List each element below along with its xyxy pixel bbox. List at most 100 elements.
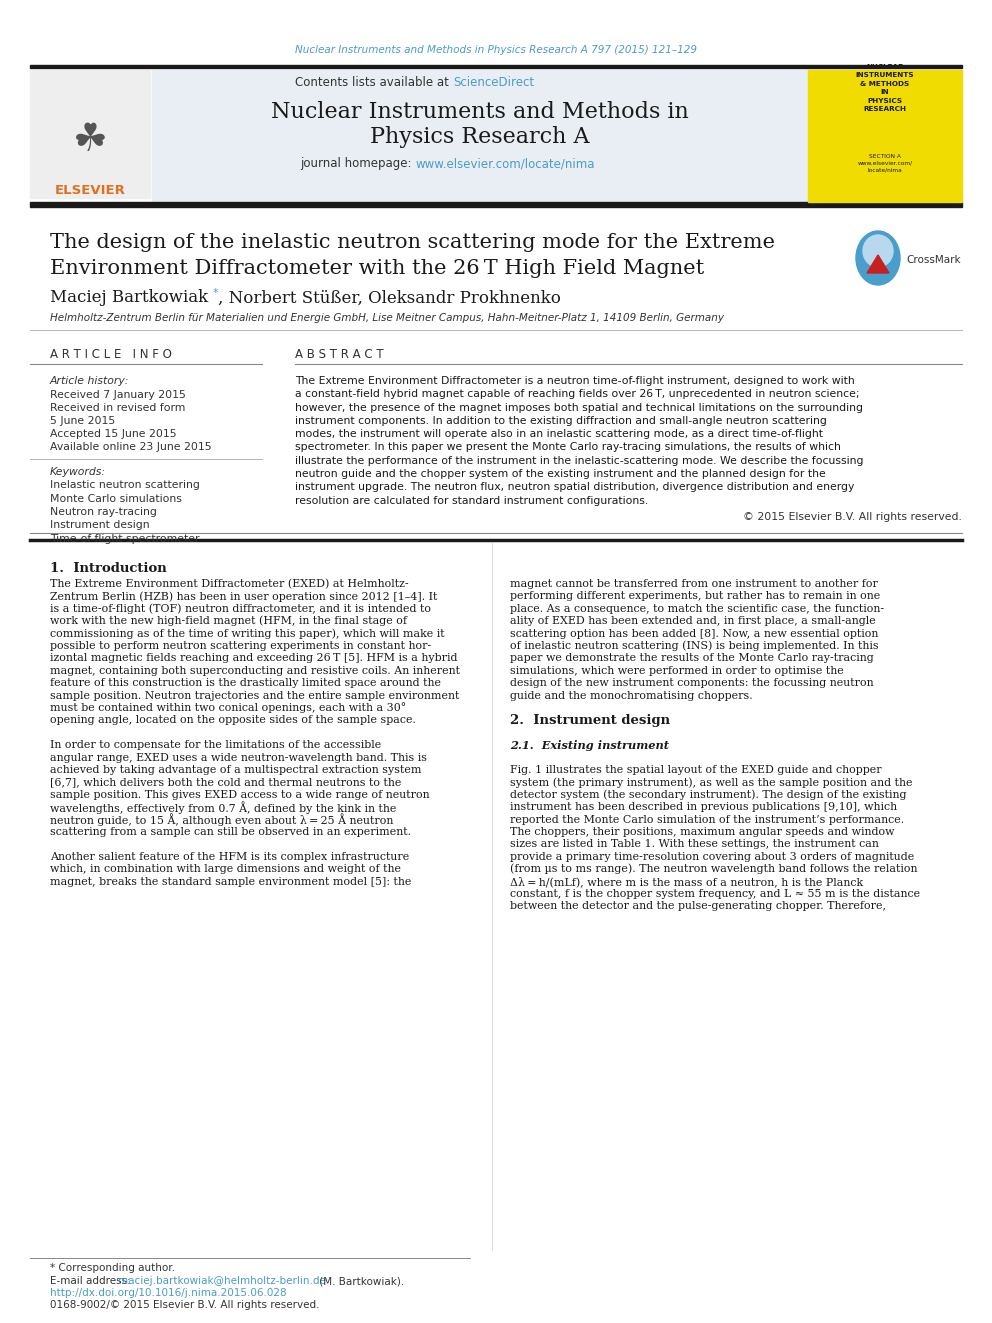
Text: achieved by taking advantage of a multispectral extraction system: achieved by taking advantage of a multis… (50, 765, 422, 775)
Text: http://dx.doi.org/10.1016/j.nima.2015.06.028: http://dx.doi.org/10.1016/j.nima.2015.06… (50, 1289, 287, 1298)
Text: however, the presence of the magnet imposes both spatial and technical limitatio: however, the presence of the magnet impo… (295, 402, 863, 413)
Text: illustrate the performance of the instrument in the inelastic-scattering mode. W: illustrate the performance of the instru… (295, 456, 863, 466)
Text: modes, the instrument will operate also in an inelastic scattering mode, as a di: modes, the instrument will operate also … (295, 429, 823, 439)
Ellipse shape (856, 232, 900, 284)
Text: 2.1.  Existing instrument: 2.1. Existing instrument (510, 740, 669, 750)
Text: constant, f is the chopper system frequency, and L ≈ 55 m is the distance: constant, f is the chopper system freque… (510, 889, 921, 900)
Text: Instrument design: Instrument design (50, 520, 150, 531)
Text: scattering option has been added [8]. Now, a new essential option: scattering option has been added [8]. No… (510, 628, 878, 639)
Text: which, in combination with large dimensions and weight of the: which, in combination with large dimensi… (50, 864, 401, 875)
Text: izontal magnetic fields reaching and exceeding 26 T [5]. HFM is a hybrid: izontal magnetic fields reaching and exc… (50, 654, 457, 663)
Text: Fig. 1 illustrates the spatial layout of the EXED guide and chopper: Fig. 1 illustrates the spatial layout of… (510, 765, 882, 775)
Text: Monte Carlo simulations: Monte Carlo simulations (50, 493, 182, 504)
Text: resolution are calculated for standard instrument configurations.: resolution are calculated for standard i… (295, 496, 648, 505)
Text: magnet, breaks the standard sample environment model [5]: the: magnet, breaks the standard sample envir… (50, 877, 412, 886)
Text: paper we demonstrate the results of the Monte Carlo ray-tracing: paper we demonstrate the results of the … (510, 654, 874, 663)
Text: sizes are listed in Table 1. With these settings, the instrument can: sizes are listed in Table 1. With these … (510, 839, 879, 849)
Text: feature of this construction is the drastically limited space around the: feature of this construction is the dras… (50, 679, 441, 688)
Text: , Norbert Stüßer, Oleksandr Prokhnenko: , Norbert Stüßer, Oleksandr Prokhnenko (218, 290, 560, 307)
Text: sample position. This gives EXED access to a wide range of neutron: sample position. This gives EXED access … (50, 790, 430, 800)
Text: journal homepage:: journal homepage: (300, 157, 415, 171)
Text: NUCLEAR
INSTRUMENTS
& METHODS
IN
PHYSICS
RESEARCH: NUCLEAR INSTRUMENTS & METHODS IN PHYSICS… (856, 64, 915, 112)
Text: wavelengths, effectively from 0.7 Å, defined by the kink in the: wavelengths, effectively from 0.7 Å, def… (50, 800, 397, 814)
Text: A R T I C L E   I N F O: A R T I C L E I N F O (50, 348, 172, 360)
Text: (M. Bartkowiak).: (M. Bartkowiak). (316, 1275, 405, 1286)
Text: magnet, containing both superconducting and resistive coils. An inherent: magnet, containing both superconducting … (50, 665, 460, 676)
Text: possible to perform neutron scattering experiments in constant hor-: possible to perform neutron scattering e… (50, 642, 432, 651)
Text: * Corresponding author.: * Corresponding author. (50, 1263, 175, 1273)
Text: Physics Research A: Physics Research A (370, 126, 590, 148)
Ellipse shape (863, 235, 893, 267)
Text: opening angle, located on the opposite sides of the sample space.: opening angle, located on the opposite s… (50, 716, 416, 725)
Text: ScienceDirect: ScienceDirect (453, 75, 534, 89)
Text: A B S T R A C T: A B S T R A C T (295, 348, 384, 360)
Text: Contents lists available at: Contents lists available at (296, 75, 453, 89)
Text: [6,7], which delivers both the cold and thermal neutrons to the: [6,7], which delivers both the cold and … (50, 778, 402, 787)
Text: Nuclear Instruments and Methods in Physics Research A 797 (2015) 121–129: Nuclear Instruments and Methods in Physi… (295, 45, 697, 56)
Text: CrossMark: CrossMark (906, 255, 960, 265)
Text: www.elsevier.com/locate/nima: www.elsevier.com/locate/nima (415, 157, 594, 171)
Text: sample position. Neutron trajectories and the entire sample environment: sample position. Neutron trajectories an… (50, 691, 459, 701)
Text: instrument has been described in previous publications [9,10], which: instrument has been described in previou… (510, 802, 897, 812)
Text: Nuclear Instruments and Methods in: Nuclear Instruments and Methods in (271, 101, 688, 123)
Text: Zentrum Berlin (HZB) has been in user operation since 2012 [1–4]. It: Zentrum Berlin (HZB) has been in user op… (50, 591, 437, 602)
Text: Accepted 15 June 2015: Accepted 15 June 2015 (50, 429, 177, 439)
Text: neutron guide and the chopper system of the existing instrument and the planned : neutron guide and the chopper system of … (295, 470, 825, 479)
Text: The Extreme Environment Diffractometer (EXED) at Helmholtz-: The Extreme Environment Diffractometer (… (50, 579, 409, 589)
Text: performing different experiments, but rather has to remain in one: performing different experiments, but ra… (510, 591, 880, 602)
Text: place. As a consequence, to match the scientific case, the function-: place. As a consequence, to match the sc… (510, 603, 884, 614)
Text: E-mail address:: E-mail address: (50, 1275, 134, 1286)
Bar (30, 65, 962, 67)
Polygon shape (867, 255, 889, 273)
Text: In order to compensate for the limitations of the accessible: In order to compensate for the limitatio… (50, 740, 381, 750)
Text: The design of the inelastic neutron scattering mode for the Extreme: The design of the inelastic neutron scat… (50, 233, 775, 251)
Text: Environment Diffractometer with the 26 T High Field Magnet: Environment Diffractometer with the 26 T… (50, 258, 704, 278)
Bar (30, 202, 962, 206)
Text: Received 7 January 2015: Received 7 January 2015 (50, 390, 186, 400)
Text: Δλ = h/(mLf), where m is the mass of a neutron, h is the Planck: Δλ = h/(mLf), where m is the mass of a n… (510, 876, 863, 886)
Text: design of the new instrument components: the focussing neutron: design of the new instrument components:… (510, 679, 874, 688)
Text: 2.  Instrument design: 2. Instrument design (510, 714, 671, 726)
Text: detector system (the secondary instrument). The design of the existing: detector system (the secondary instrumen… (510, 790, 907, 800)
Text: between the detector and the pulse-generating chopper. Therefore,: between the detector and the pulse-gener… (510, 901, 886, 912)
Text: Received in revised form: Received in revised form (50, 404, 186, 413)
Text: of inelastic neutron scattering (INS) is being implemented. In this: of inelastic neutron scattering (INS) is… (510, 640, 879, 651)
Bar (808, 70, 962, 202)
Text: scattering from a sample can still be observed in an experiment.: scattering from a sample can still be ob… (50, 827, 411, 837)
Text: © 2015 Elsevier B.V. All rights reserved.: © 2015 Elsevier B.V. All rights reserved… (743, 512, 962, 523)
Text: ☘: ☘ (72, 120, 107, 159)
Text: simulations, which were performed in order to optimise the: simulations, which were performed in ord… (510, 665, 844, 676)
Text: a constant-field hybrid magnet capable of reaching fields over 26 T, unprecedent: a constant-field hybrid magnet capable o… (295, 389, 859, 400)
Text: Inelastic neutron scattering: Inelastic neutron scattering (50, 480, 199, 490)
Text: SECTION A
www.elsevier.com/
locate/nima: SECTION A www.elsevier.com/ locate/nima (857, 153, 913, 172)
Text: Neutron ray-tracing: Neutron ray-tracing (50, 507, 157, 517)
Text: Helmholtz-Zentrum Berlin für Materialien und Energie GmbH, Lise Meitner Campus, : Helmholtz-Zentrum Berlin für Materialien… (50, 314, 724, 323)
Text: work with the new high-field magnet (HFM, in the final stage of: work with the new high-field magnet (HFM… (50, 617, 407, 627)
Text: must be contained within two conical openings, each with a 30°: must be contained within two conical ope… (50, 703, 406, 713)
Text: ELSEVIER: ELSEVIER (55, 184, 125, 197)
Text: angular range, EXED uses a wide neutron-wavelength band. This is: angular range, EXED uses a wide neutron-… (50, 753, 427, 762)
Text: commissioning as of the time of writing this paper), which will make it: commissioning as of the time of writing … (50, 628, 444, 639)
Text: 5 June 2015: 5 June 2015 (50, 415, 115, 426)
Text: is a time-of-flight (TOF) neutron diffractometer, and it is intended to: is a time-of-flight (TOF) neutron diffra… (50, 603, 431, 614)
Text: Article history:: Article history: (50, 376, 129, 386)
Text: maciej.bartkowiak@helmholtz-berlin.de: maciej.bartkowiak@helmholtz-berlin.de (118, 1275, 326, 1286)
Text: system (the primary instrument), as well as the sample position and the: system (the primary instrument), as well… (510, 777, 913, 787)
Text: (from µs to ms range). The neutron wavelength band follows the relation: (from µs to ms range). The neutron wavel… (510, 864, 918, 875)
Text: spectrometer. In this paper we present the Monte Carlo ray-tracing simulations, : spectrometer. In this paper we present t… (295, 442, 841, 452)
Text: The choppers, their positions, maximum angular speeds and window: The choppers, their positions, maximum a… (510, 827, 895, 837)
Text: Keywords:: Keywords: (50, 467, 106, 478)
Text: *: * (213, 288, 218, 298)
Text: 0168-9002/© 2015 Elsevier B.V. All rights reserved.: 0168-9002/© 2015 Elsevier B.V. All right… (50, 1301, 319, 1310)
Text: The Extreme Environment Diffractometer is a neutron time-of-flight instrument, d: The Extreme Environment Diffractometer i… (295, 376, 855, 386)
Text: provide a primary time-resolution covering about 3 orders of magnitude: provide a primary time-resolution coveri… (510, 852, 915, 861)
Text: reported the Monte Carlo simulation of the instrument’s performance.: reported the Monte Carlo simulation of t… (510, 815, 904, 824)
Text: Time-of-flight spectrometer: Time-of-flight spectrometer (50, 534, 199, 544)
Text: ality of EXED has been extended and, in first place, a small-angle: ality of EXED has been extended and, in … (510, 617, 876, 626)
Bar (30, 70, 150, 198)
Text: neutron guide, to 15 Å, although even about λ = 25 Å neutron: neutron guide, to 15 Å, although even ab… (50, 814, 394, 826)
Text: Another salient feature of the HFM is its complex infrastructure: Another salient feature of the HFM is it… (50, 852, 410, 861)
Text: Available online 23 June 2015: Available online 23 June 2015 (50, 442, 211, 452)
Text: guide and the monochromatising choppers.: guide and the monochromatising choppers. (510, 691, 753, 701)
Text: 1.  Introduction: 1. Introduction (50, 561, 167, 574)
